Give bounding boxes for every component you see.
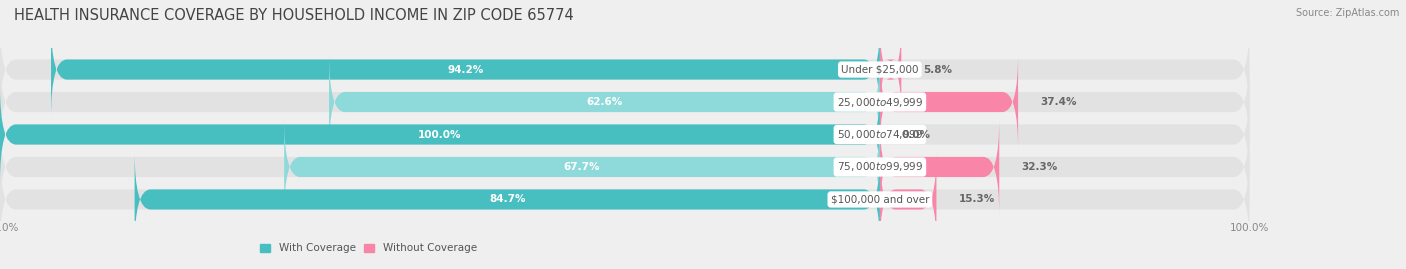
Text: 32.3%: 32.3% bbox=[1021, 162, 1057, 172]
Text: $25,000 to $49,999: $25,000 to $49,999 bbox=[837, 95, 924, 108]
FancyBboxPatch shape bbox=[880, 21, 901, 118]
FancyBboxPatch shape bbox=[51, 21, 880, 118]
FancyBboxPatch shape bbox=[0, 119, 1250, 215]
Text: 15.3%: 15.3% bbox=[959, 194, 994, 204]
FancyBboxPatch shape bbox=[0, 86, 1250, 183]
Text: $50,000 to $74,999: $50,000 to $74,999 bbox=[837, 128, 924, 141]
Text: HEALTH INSURANCE COVERAGE BY HOUSEHOLD INCOME IN ZIP CODE 65774: HEALTH INSURANCE COVERAGE BY HOUSEHOLD I… bbox=[14, 8, 574, 23]
FancyBboxPatch shape bbox=[880, 54, 1018, 150]
FancyBboxPatch shape bbox=[0, 151, 1250, 248]
Text: 5.8%: 5.8% bbox=[924, 65, 952, 75]
FancyBboxPatch shape bbox=[880, 151, 936, 248]
FancyBboxPatch shape bbox=[880, 119, 1000, 215]
FancyBboxPatch shape bbox=[329, 54, 880, 150]
FancyBboxPatch shape bbox=[0, 54, 1250, 150]
Text: $100,000 and over: $100,000 and over bbox=[831, 194, 929, 204]
Text: 100.0%: 100.0% bbox=[418, 129, 461, 140]
FancyBboxPatch shape bbox=[0, 86, 880, 183]
Text: 94.2%: 94.2% bbox=[447, 65, 484, 75]
FancyBboxPatch shape bbox=[135, 151, 880, 248]
Text: 84.7%: 84.7% bbox=[489, 194, 526, 204]
Text: Under $25,000: Under $25,000 bbox=[841, 65, 918, 75]
Text: 37.4%: 37.4% bbox=[1040, 97, 1077, 107]
Text: 67.7%: 67.7% bbox=[564, 162, 600, 172]
FancyBboxPatch shape bbox=[0, 21, 1250, 118]
Text: 0.0%: 0.0% bbox=[901, 129, 931, 140]
Text: Source: ZipAtlas.com: Source: ZipAtlas.com bbox=[1295, 8, 1399, 18]
Text: 62.6%: 62.6% bbox=[586, 97, 623, 107]
Text: $75,000 to $99,999: $75,000 to $99,999 bbox=[837, 161, 924, 174]
Legend: With Coverage, Without Coverage: With Coverage, Without Coverage bbox=[260, 243, 477, 253]
FancyBboxPatch shape bbox=[284, 119, 880, 215]
